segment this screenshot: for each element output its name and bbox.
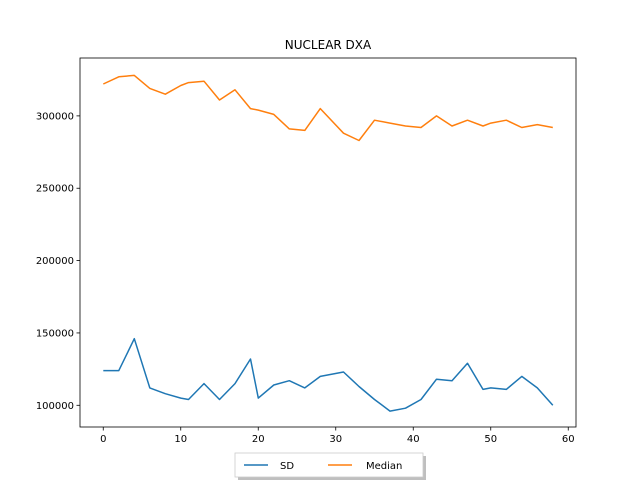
plot-area — [80, 58, 576, 427]
legend-label-sd: SD — [280, 461, 294, 472]
axes-layer: 0 10 20 30 40 50 60 100000 150000 200000 250000 300… — [36, 57, 577, 445]
y-tick-label: 200000 — [36, 256, 74, 267]
x-tick-label: 50 — [484, 434, 497, 445]
x-tick-label: 10 — [174, 434, 187, 445]
x-tick-label: 40 — [407, 434, 420, 445]
chart-title: NUCLEAR DXA — [285, 38, 372, 52]
series-line-sd — [103, 337, 554, 412]
x-tick-label: 30 — [329, 434, 342, 445]
y-tick-label: 150000 — [36, 328, 74, 339]
series-line-median — [102, 74, 553, 142]
y-tick-label: 250000 — [36, 184, 74, 195]
series-layer — [102, 74, 554, 412]
x-tick-label: 0 — [100, 434, 106, 445]
x-tick-label: 20 — [252, 434, 265, 445]
axes-frame — [79, 57, 577, 428]
y-tick-label: 100000 — [36, 401, 74, 412]
y-tick-label: 300000 — [36, 111, 74, 122]
legend-label-median: Median — [366, 461, 402, 472]
x-tick-label: 60 — [562, 434, 575, 445]
legend: SD Median — [234, 452, 426, 480]
